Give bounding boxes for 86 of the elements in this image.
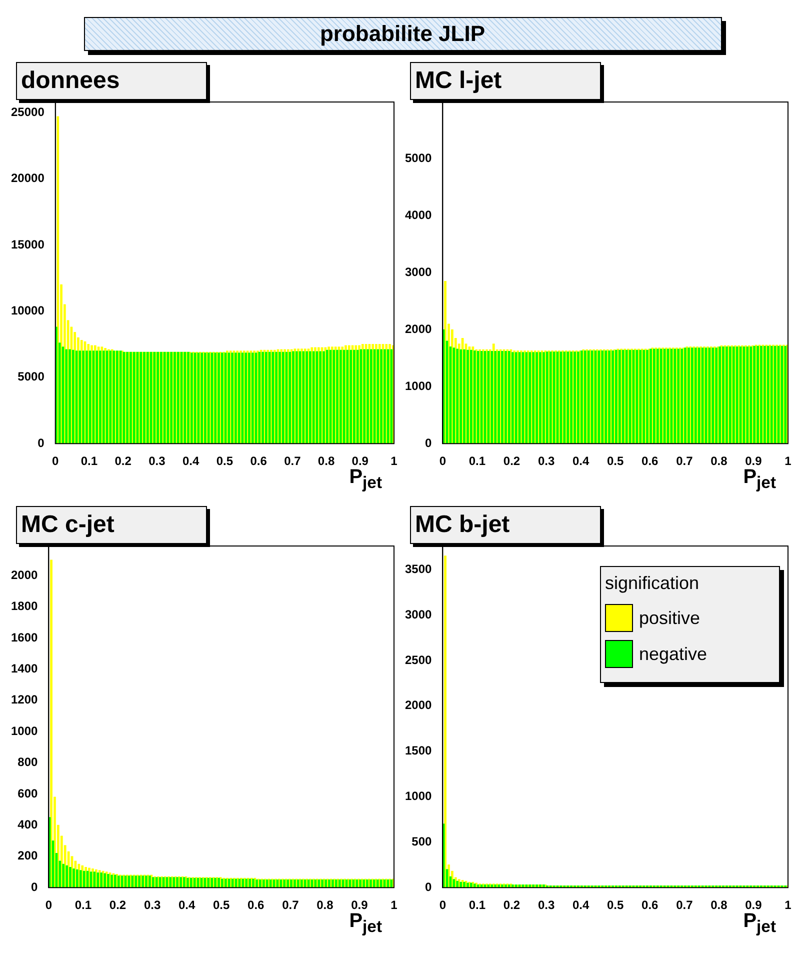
x-tick-label: 0.4 (572, 898, 590, 912)
x-tick-label: 0.2 (503, 898, 520, 912)
y-tick-label: 0 (38, 436, 45, 450)
x-tick-label: 0.7 (282, 898, 300, 912)
x-tick-label: 1 (784, 898, 792, 912)
y-tick-label: 2000 (404, 322, 432, 336)
text: probabilite JLIP (84, 17, 722, 51)
x-tick-label: 0.3 (144, 898, 161, 912)
x-axis-title: P$_{jet}$ (349, 466, 382, 493)
x-tick-label: 0.9 (745, 454, 762, 468)
x-tick-label: 0.3 (538, 898, 555, 912)
x-tick-label: 0.5 (607, 898, 624, 912)
x-axis-title: P$_{jet}$ (743, 910, 776, 937)
y-tick-label: 0 (425, 436, 432, 450)
y-tick-label: 600 (18, 786, 38, 800)
x-tick-label: 0.2 (114, 454, 132, 468)
x-tick-label: 0.6 (248, 898, 265, 912)
x-tick-label: 0.9 (745, 898, 762, 912)
x-tick-label: 0 (439, 898, 446, 912)
x-tick-label: 0.1 (80, 454, 98, 468)
x-axis-title: P$_{jet}$ (349, 910, 382, 937)
x-tick-label: 0.4 (572, 454, 590, 468)
y-tick-label: 5000 (404, 151, 432, 166)
x-tick-label: 1 (784, 454, 792, 468)
y-tick-label: 1200 (10, 692, 38, 707)
legend-title: signification (605, 573, 700, 594)
x-tick-label: 0.1 (74, 898, 92, 912)
y-tick-label: 25000 (10, 104, 45, 119)
x-tick-label: 0.5 (213, 898, 230, 912)
x-tick-label: 0.5 (216, 454, 234, 468)
x-tick-label: 0.5 (607, 454, 624, 468)
legend-label: positive (639, 608, 700, 628)
x-axis-title: P$_{jet}$ (743, 466, 776, 493)
y-tick-label: 3500 (404, 562, 432, 576)
chart-title: MC b-jet (410, 506, 601, 544)
y-tick-label: 1500 (404, 744, 432, 758)
y-tick-label: 1400 (10, 662, 38, 676)
y-tick-label: 500 (412, 834, 432, 848)
x-tick-label: 0.9 (351, 898, 368, 912)
x-tick-label: 0.6 (642, 898, 659, 912)
y-tick-label: 0 (425, 880, 432, 894)
x-tick-label: 0.8 (318, 454, 335, 468)
x-tick-label: 0.1 (468, 454, 486, 468)
x-tick-label: 0.8 (710, 454, 728, 468)
y-tick-label: 3000 (404, 265, 432, 280)
x-tick-label: 0.7 (284, 454, 302, 468)
y-tick-label: 1000 (404, 789, 432, 804)
y-tick-label: 20000 (10, 171, 45, 186)
y-tick-label: 400 (18, 818, 38, 832)
y-tick-label: 10000 (10, 304, 45, 318)
y-tick-label: 1000 (404, 378, 432, 393)
x-tick-label: 0.8 (316, 898, 334, 912)
x-tick-label: 0.1 (468, 898, 486, 912)
x-tick-label: 0.7 (676, 898, 694, 912)
chart-title: donnees (16, 62, 207, 100)
y-tick-label: 200 (18, 848, 38, 863)
y-tick-label: 5000 (18, 370, 45, 384)
y-tick-label: 1600 (10, 630, 38, 644)
x-tick-label: 0 (52, 454, 60, 468)
chart-title: MC l-jet (410, 62, 601, 100)
x-tick-label: 0.2 (109, 898, 126, 912)
y-tick-label: 2000 (404, 698, 432, 712)
chart-title: MC c-jet (16, 506, 207, 544)
y-tick-label: 1000 (10, 724, 38, 738)
x-tick-label: 0.2 (503, 454, 520, 468)
x-tick-label: 0.4 (178, 898, 196, 912)
x-tick-label: 1 (390, 454, 398, 468)
x-tick-label: 0.3 (538, 454, 555, 468)
y-tick-label: 2000 (10, 568, 38, 582)
y-tick-label: 0 (31, 880, 38, 894)
y-tick-label: 1800 (10, 599, 38, 614)
x-tick-label: 0.6 (250, 454, 268, 468)
x-tick-label: 0.7 (676, 454, 694, 468)
y-tick-label: 800 (18, 755, 38, 770)
x-tick-label: 0.8 (710, 898, 728, 912)
x-tick-label: 0.9 (352, 454, 369, 468)
y-tick-label: 4000 (404, 208, 432, 222)
x-tick-label: 1 (390, 898, 398, 912)
y-tick-label: 3000 (404, 607, 432, 622)
x-tick-label: 0.3 (148, 454, 166, 468)
x-tick-label: 0 (439, 454, 446, 468)
legend-label: negative (639, 644, 708, 664)
x-tick-label: 0.4 (182, 454, 200, 468)
x-tick-label: 0.6 (642, 454, 659, 468)
y-tick-label: 2500 (404, 652, 432, 667)
y-tick-label: 15000 (10, 237, 45, 252)
